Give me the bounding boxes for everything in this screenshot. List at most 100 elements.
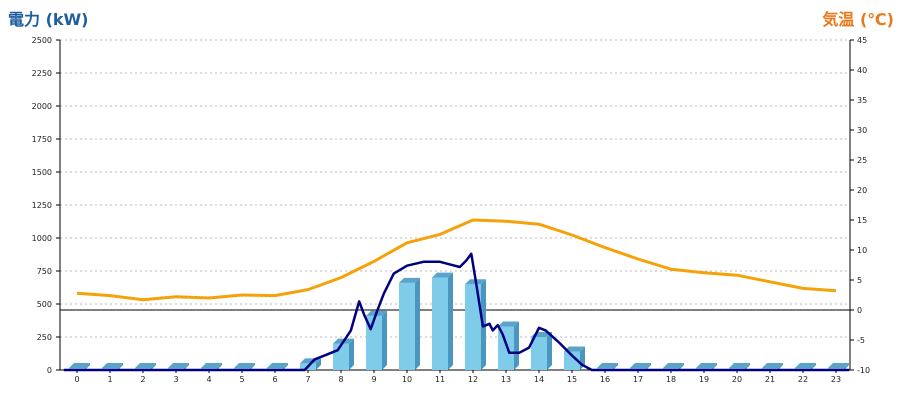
bar-top [399, 277, 420, 283]
bar-side [85, 363, 90, 370]
x-tick-label: 16 [600, 375, 610, 384]
bar-top [135, 363, 156, 369]
bar-side [712, 363, 717, 370]
bar-side [613, 363, 618, 370]
bar-side [811, 363, 816, 370]
left-tick-label: 2250 [32, 69, 52, 78]
bar-top [762, 363, 783, 369]
right-tick-label: 5 [857, 276, 862, 285]
bar-top [729, 363, 750, 369]
right-tick-label: 40 [857, 66, 867, 75]
left-tick-label: 250 [37, 333, 52, 342]
bar-top [795, 363, 816, 369]
x-tick-label: 11 [435, 375, 445, 384]
bar [399, 277, 420, 370]
bar-top [597, 363, 618, 369]
x-tick-label: 12 [468, 375, 478, 384]
bar-side [778, 363, 783, 370]
left-tick-label: 0 [47, 366, 52, 375]
x-tick-label: 5 [239, 375, 244, 384]
left-tick-label: 2500 [32, 36, 52, 45]
left-axis-title: 電力 (kW) [8, 10, 89, 29]
bar-top [168, 363, 189, 369]
bar-top [564, 346, 585, 352]
bar-side [283, 363, 288, 370]
x-tick-label: 20 [732, 375, 742, 384]
bar-top [201, 363, 222, 369]
bar-top [663, 363, 684, 369]
bar-side [217, 363, 222, 370]
temperature-line [76, 218, 837, 302]
x-tick-label: 7 [305, 375, 310, 384]
right-tick-label: -5 [857, 336, 865, 345]
right-tick-label: 20 [857, 186, 867, 195]
left-tick-label: 2000 [32, 102, 52, 111]
right-tick-label: 10 [857, 246, 867, 255]
bar-side [349, 338, 354, 370]
bar-side [415, 277, 420, 370]
bar-top [696, 363, 717, 369]
bar-side [547, 332, 552, 370]
x-tick-label: 17 [633, 375, 643, 384]
x-tick-label: 14 [534, 375, 544, 384]
bar-top [234, 363, 255, 369]
bar-front [498, 326, 514, 370]
x-tick-label: 18 [666, 375, 676, 384]
bar-side [745, 363, 750, 370]
bar-side [118, 363, 123, 370]
bar-top [267, 363, 288, 369]
bar [498, 321, 519, 370]
left-tick-label: 750 [37, 267, 52, 276]
bar-front [531, 337, 547, 370]
right-tick-label: 15 [857, 216, 867, 225]
bar-front [465, 284, 481, 370]
x-tick-label: 21 [765, 375, 775, 384]
bar [564, 346, 585, 370]
bar-front [399, 282, 415, 370]
right-tick-label: 45 [857, 36, 867, 45]
bar-top [102, 363, 123, 369]
bar-side [448, 272, 453, 370]
x-tick-label: 15 [567, 375, 577, 384]
bar-top [498, 321, 519, 327]
bar-front [564, 351, 580, 370]
left-tick-label: 1250 [32, 201, 52, 210]
bar-side [514, 321, 519, 370]
bar [432, 272, 453, 370]
left-tick-label: 1000 [32, 234, 52, 243]
bar [366, 310, 387, 370]
power-line [63, 252, 850, 372]
x-tick-label: 0 [74, 375, 79, 384]
bar-top [828, 363, 849, 369]
bar-front [333, 343, 349, 370]
right-axis-title: 気温 (℃) [822, 10, 894, 29]
bar-side [646, 363, 651, 370]
bar-top [69, 363, 90, 369]
bar [531, 332, 552, 370]
right-tick-label: 0 [857, 306, 862, 315]
bar-top [432, 272, 453, 278]
right-tick-label: -10 [857, 366, 870, 375]
x-tick-label: 6 [272, 375, 277, 384]
x-tick-label: 13 [501, 375, 511, 384]
bar [333, 338, 354, 370]
bar-side [184, 363, 189, 370]
bar-side [151, 363, 156, 370]
x-tick-label: 3 [173, 375, 178, 384]
x-tick-label: 1 [107, 375, 112, 384]
x-tick-label: 22 [798, 375, 808, 384]
bar-side [382, 310, 387, 370]
left-tick-label: 1750 [32, 135, 52, 144]
bar-side [679, 363, 684, 370]
left-tick-label: 1500 [32, 168, 52, 177]
bar-front [432, 277, 448, 370]
x-tick-label: 4 [206, 375, 211, 384]
x-tick-label: 8 [338, 375, 343, 384]
right-tick-label: 25 [857, 156, 867, 165]
bar-side [844, 363, 849, 370]
right-tick-label: 35 [857, 96, 867, 105]
x-tick-label: 10 [402, 375, 412, 384]
right-tick-label: 30 [857, 126, 867, 135]
bar-side [250, 363, 255, 370]
